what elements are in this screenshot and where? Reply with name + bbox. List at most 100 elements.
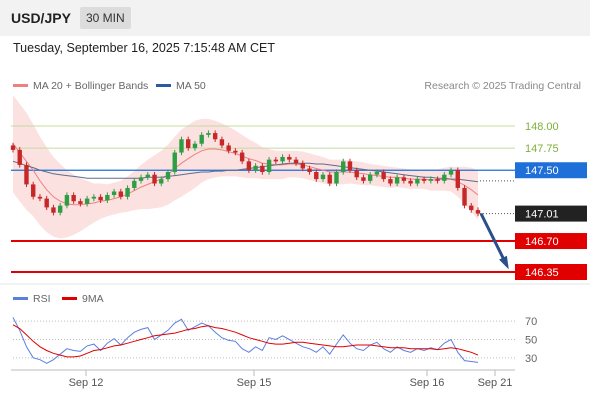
candle-body (253, 165, 258, 171)
legend-rsi-swatch (13, 296, 28, 300)
candle-body (152, 174, 157, 184)
rsi-line (12, 317, 479, 364)
legend-ma20-label: MA 20 + Bollinger Bands (33, 80, 149, 92)
candle-body (71, 195, 76, 202)
candle-body (233, 150, 238, 153)
candle-body (469, 205, 474, 211)
candle-body (111, 191, 117, 196)
candle-body (273, 159, 279, 162)
candle-body (206, 133, 211, 135)
rsi-tick-label: 50 (525, 335, 537, 347)
candle-body (334, 172, 339, 184)
candle-body (145, 174, 150, 178)
legend-ma20: MA 20 + Bollinger Bands (13, 80, 148, 92)
chart-datetime: Tuesday, September 16, 2025 7:15:48 AM C… (13, 41, 275, 55)
candle-body (64, 195, 70, 206)
candle-body (442, 174, 447, 181)
rsi-tick-label: 70 (525, 316, 537, 328)
candle-body (394, 177, 400, 184)
candle-body (125, 187, 130, 197)
candle-body (31, 184, 36, 197)
candle-body (320, 174, 326, 180)
rsi-tick-label: 30 (525, 353, 537, 365)
research-credit: Research © 2025 Trading Central (424, 80, 581, 92)
x-tick-label: Sep 21 (478, 377, 513, 389)
candle-body (475, 210, 481, 214)
candle-body (172, 152, 177, 173)
candle-body (44, 198, 49, 208)
level-label-box (515, 162, 587, 179)
candle-body (186, 139, 191, 149)
candle-body (260, 165, 265, 173)
ma20-line (12, 143, 479, 206)
candle-body (327, 174, 332, 184)
level-label-box (515, 233, 587, 250)
candle-body (37, 196, 43, 199)
level-label-box (515, 205, 587, 222)
candle-body (421, 179, 427, 181)
projection-arrowhead (499, 255, 509, 270)
legend-ma50-swatch (156, 83, 171, 87)
bollinger-band (13, 95, 478, 239)
timeframe-badge[interactable]: 30 MIN (80, 7, 131, 29)
candle-body (287, 156, 292, 160)
x-tick-label: Sep 15 (237, 377, 272, 389)
legend-9ma: 9MA (62, 293, 104, 305)
candle-body (212, 133, 218, 140)
candle-body (354, 170, 359, 178)
legend-rsi: RSI (13, 293, 51, 305)
candle-body (179, 139, 184, 153)
ma50-line (12, 160, 479, 183)
candle-body (192, 143, 198, 149)
candle-body (219, 139, 225, 146)
candle-body (132, 180, 137, 188)
x-tick-label: Sep 12 (69, 377, 104, 389)
x-tick-label: Sep 16 (410, 377, 445, 389)
candle-body (374, 172, 380, 175)
candle-body (98, 196, 103, 201)
candle-body (24, 164, 29, 185)
level-label-box (515, 264, 587, 280)
candle-body (455, 170, 460, 188)
candle-body (105, 195, 110, 201)
candle-body (300, 163, 305, 169)
candle-body (57, 205, 63, 213)
candle-body (415, 179, 420, 184)
candle-body (10, 145, 16, 150)
legend-ma50-label: MA 50 (176, 80, 206, 92)
candle-body (435, 179, 440, 181)
level-label: 148.00 (525, 121, 559, 133)
legend-rsi-label: RSI (33, 293, 51, 305)
candle-body (314, 172, 319, 180)
legend-9ma-label: 9MA (82, 293, 104, 305)
rsi-ma-line (12, 324, 479, 358)
legend-9ma-swatch (62, 296, 77, 300)
candle-body (388, 179, 393, 184)
candle-body (165, 172, 171, 180)
candle-body (51, 207, 56, 213)
candle-body (307, 168, 312, 173)
projection-arrow (479, 212, 509, 267)
candle-body (361, 177, 366, 181)
legend-ma50: MA 50 (156, 80, 206, 92)
candle-body (448, 170, 454, 175)
candle-body (226, 145, 231, 151)
candle-body (280, 156, 285, 162)
candle-body (401, 177, 407, 181)
candle-body (84, 198, 90, 204)
level-label: 147.75 (525, 143, 559, 155)
candle-body (347, 161, 353, 171)
candle-body (367, 174, 373, 181)
chart-header: USD/JPY 30 MIN (0, 0, 590, 36)
level-label: 147.01 (525, 209, 559, 221)
level-label: 147.50 (525, 165, 559, 177)
candle-body (78, 201, 83, 204)
candle-body (246, 161, 252, 171)
level-label: 146.70 (525, 236, 559, 248)
candle-body (462, 187, 467, 206)
candle-body (266, 159, 272, 173)
legend-ma20-swatch (13, 83, 28, 87)
candle-body (91, 196, 97, 199)
candle-body (199, 134, 204, 144)
